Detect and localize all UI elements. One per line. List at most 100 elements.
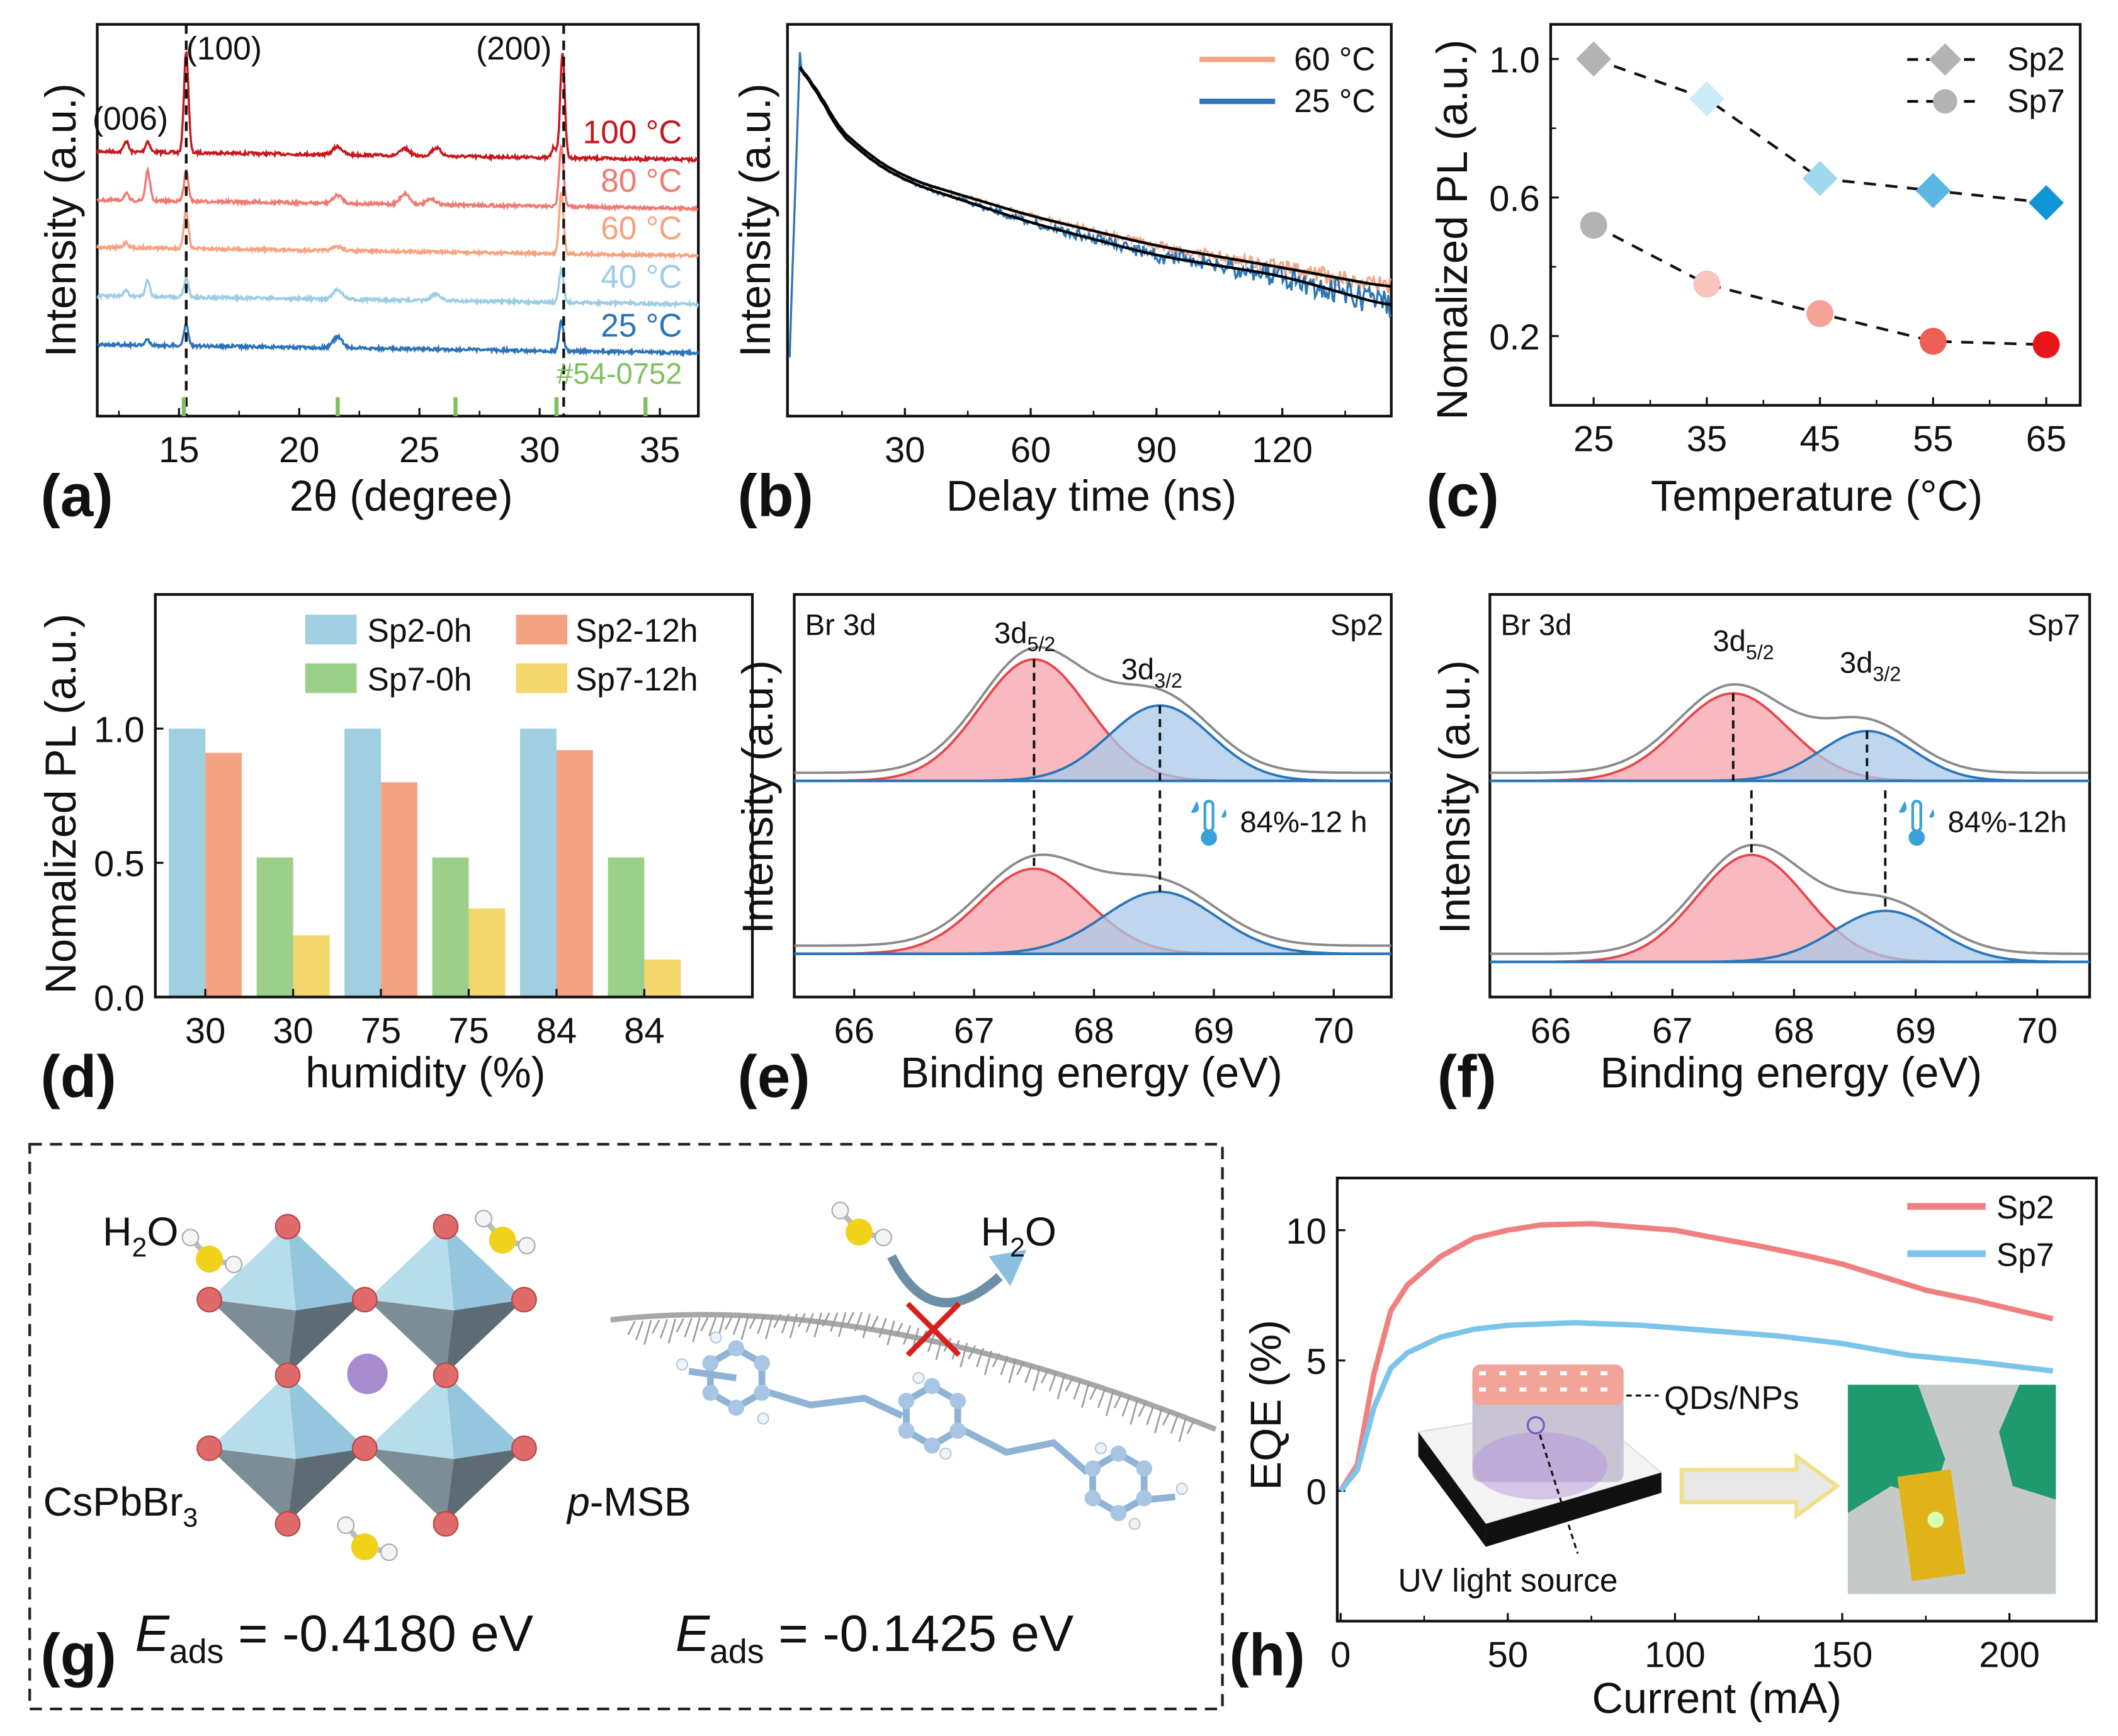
text-part: = -0.1425 eV <box>764 1605 1074 1662</box>
surface-hatch <box>740 1315 749 1341</box>
qd-layer <box>1472 1364 1624 1405</box>
surface-hatch <box>846 1312 855 1327</box>
x-tick-label: 84 <box>624 1011 664 1051</box>
component-fill-3d52 <box>794 659 1391 781</box>
g-water-label-left: H2O <box>103 1209 178 1262</box>
right-arrow-icon <box>1679 1452 1841 1520</box>
carbon-atom <box>949 1392 966 1409</box>
text-part: H <box>103 1209 132 1254</box>
surface-curve <box>610 1312 1217 1432</box>
d-legend-label-sp7-0h: Sp7-0h <box>368 661 472 697</box>
d-legend-label-sp7-12h: Sp7-12h <box>575 661 698 697</box>
br-atom <box>433 1213 459 1240</box>
surface-hatch <box>983 1350 992 1376</box>
component-fill-3d32 <box>794 705 1391 781</box>
surface-hatch <box>968 1345 977 1359</box>
h-x-axis-title: Current (mA) <box>1592 1674 1842 1722</box>
octahedron-face <box>209 1373 296 1460</box>
bar <box>556 750 593 997</box>
carbon-atom <box>728 1399 745 1416</box>
qd-particle <box>1499 1387 1507 1392</box>
x-tick-label: 15 <box>159 430 199 470</box>
text-sub: 2 <box>1010 1232 1025 1262</box>
component-fill-3d32 <box>1490 730 2090 781</box>
panel-label-g: (g) <box>40 1622 116 1688</box>
data-point-diamond <box>1576 41 1612 77</box>
br-atom <box>433 1362 459 1388</box>
hydrogen-atom <box>1128 1518 1141 1530</box>
water-molecule-hydrogen <box>225 1256 243 1274</box>
hydrogen-atom <box>1094 1442 1107 1455</box>
br-atom <box>196 1435 222 1461</box>
x-tick-label: 68 <box>1774 1011 1814 1051</box>
water-molecule-hydrogen <box>337 1516 355 1535</box>
water-molecule-hydrogen <box>518 1237 536 1255</box>
x-tick-label: 35 <box>1687 419 1727 460</box>
surface-hatch <box>676 1318 684 1333</box>
surface-hatch <box>895 1322 903 1337</box>
data-point-diamond <box>1689 81 1724 116</box>
b-legend-label-60c: 60 °C <box>1294 41 1375 77</box>
surface-hatch <box>878 1318 887 1338</box>
b-y-axis-title: Intensity (a.u.) <box>731 83 779 357</box>
h-inset-qds-label: QDs/NPs <box>1664 1380 1799 1416</box>
surface-hatch <box>1032 1366 1041 1392</box>
surface-hatch <box>1105 1391 1114 1417</box>
x-tick-label: 65 <box>2026 419 2066 460</box>
x-tick-label: 30 <box>885 430 925 470</box>
surface-hatch <box>1089 1385 1098 1400</box>
data-point-diamond <box>2029 185 2064 220</box>
bar <box>381 782 417 997</box>
bar <box>169 729 206 997</box>
device-block <box>1472 1380 1624 1482</box>
y-tick-label: 0.5 <box>94 844 145 885</box>
x-tick-label: 66 <box>1531 1011 1571 1051</box>
component-fill-3d52 <box>1490 854 2090 962</box>
reference-label: #54-0752 <box>557 357 682 390</box>
text-part: O <box>1025 1209 1056 1254</box>
x-tick-label: 25 <box>399 430 439 470</box>
carbon-atom <box>702 1385 719 1401</box>
x-tick-label: 67 <box>954 1011 994 1051</box>
peak-sub: 5/2 <box>1746 641 1774 664</box>
surface-hatch <box>789 1313 798 1339</box>
carbon-atom <box>1084 1490 1101 1507</box>
octahedron-face <box>287 1373 366 1460</box>
thermometer-humidity-icon <box>1191 800 1227 846</box>
qd-particle <box>1519 1371 1527 1376</box>
surface-hatch <box>975 1347 985 1368</box>
water-molecule-oxygen <box>489 1227 516 1254</box>
panel-label-d: (d) <box>40 1044 116 1110</box>
hydrogen-atom <box>939 1447 952 1460</box>
plot-frame <box>1335 1176 2098 1623</box>
text-sub: 2 <box>132 1232 147 1262</box>
octahedron-face <box>445 1373 524 1460</box>
component-fill-3d52 <box>794 868 1391 954</box>
surface-hatch <box>667 1319 676 1344</box>
d-legend-swatch-sp2-0h <box>305 615 357 645</box>
surface-hatch <box>1178 1417 1187 1442</box>
surface-hatch <box>830 1312 839 1332</box>
bar <box>608 857 645 997</box>
peak-sub: 3/2 <box>1154 669 1182 692</box>
surface-hatch <box>781 1313 790 1334</box>
device-substrate-side <box>1418 1432 1486 1547</box>
f-peak-label-3d52: 3d5/2 <box>1713 625 1774 664</box>
surface-hatch <box>1162 1411 1171 1426</box>
data-point-circle <box>1693 270 1721 298</box>
h-legend-label-sp2: Sp2 <box>1996 1189 2054 1225</box>
h-y-axis-title: EQE (%) <box>1242 1320 1290 1490</box>
panel-label-f: (f) <box>1437 1044 1497 1110</box>
octahedron-face <box>445 1225 524 1311</box>
e-x-axis-title: Binding energy (eV) <box>900 1048 1283 1097</box>
peak-annotation: (200) <box>476 30 552 66</box>
bar <box>293 935 330 997</box>
peak-main: 3d <box>1121 653 1155 686</box>
data-point-circle <box>1919 327 1947 355</box>
carbon-atom <box>1084 1460 1101 1477</box>
text-part: E <box>676 1605 711 1662</box>
y-tick-label: 5 <box>1306 1342 1327 1382</box>
peak-main: 3d <box>1840 646 1873 679</box>
qd-particle <box>1600 1387 1608 1392</box>
br-atom <box>511 1286 537 1313</box>
